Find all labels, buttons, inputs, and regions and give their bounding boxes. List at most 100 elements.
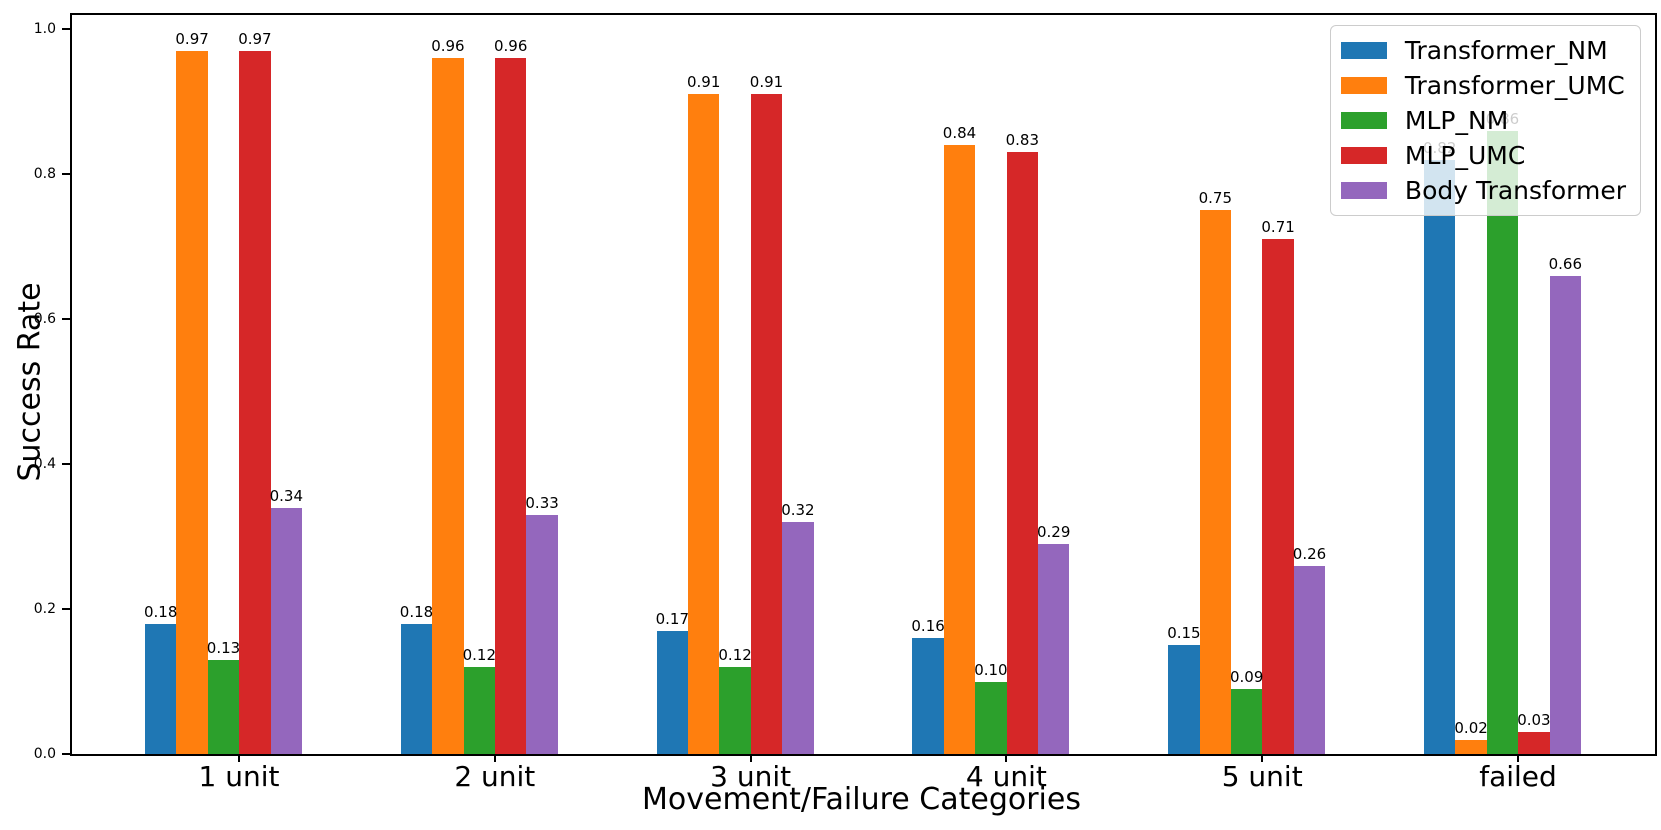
legend-item-Body-Transformer: Body Transformer bbox=[1340, 174, 1626, 207]
bar-Transformer-NM-5-unit bbox=[1168, 645, 1200, 754]
bar-value-label: 0.33 bbox=[525, 493, 559, 512]
x-tick-mark bbox=[238, 754, 240, 762]
bar-value-label: 0.32 bbox=[781, 501, 815, 519]
x-tick-mark bbox=[1261, 754, 1264, 762]
bar-Transformer-UMC-1-unit bbox=[176, 50, 208, 754]
y-tick-label: 0.0 bbox=[33, 746, 56, 762]
bar-value-label: 0.18 bbox=[399, 602, 434, 621]
plot-area: 0.0 0.2 0.4 0.6 0.8 1.0 1 unit 0.18 0.97 0.13 0.97… bbox=[34, 13, 1657, 793]
bar-value-label: 0.75 bbox=[1198, 189, 1232, 208]
x-tick-mark bbox=[749, 754, 752, 762]
bar-Transformer-NM-3-unit bbox=[656, 630, 688, 754]
bar-MLP-NM-2-unit bbox=[463, 667, 495, 754]
legend-item-MLP-NM: MLP_NM bbox=[1340, 104, 1626, 137]
bar-Body-Transformer-2-unit bbox=[526, 514, 558, 754]
x-tick-label-1-unit: 1 unit bbox=[198, 760, 280, 793]
bar-Body-Transformer-3-unit bbox=[782, 522, 814, 754]
legend-item-Transformer-UMC: Transformer_UMC bbox=[1340, 69, 1626, 102]
y-tick-mark bbox=[62, 463, 70, 465]
bar-value-label: 0.96 bbox=[493, 37, 528, 55]
bar-value-label: 0.34 bbox=[269, 486, 303, 505]
bar-Transformer-UMC-3-unit bbox=[688, 94, 720, 754]
y-tick-mark bbox=[62, 28, 70, 30]
bar-value-label: 0.97 bbox=[175, 29, 209, 48]
x-tick-label-5-unit: 5 unit bbox=[1221, 760, 1303, 793]
bar-value-label: 0.91 bbox=[749, 73, 784, 92]
y-tick-mark bbox=[62, 608, 70, 610]
y-tick-mark bbox=[62, 753, 70, 755]
bar-Transformer-NM-1-unit bbox=[145, 623, 177, 754]
y-tick-label: 0.4 bbox=[33, 456, 56, 472]
bar-MLP-UMC-3-unit bbox=[750, 94, 783, 754]
legend-item-MLP-UMC: MLP_UMC bbox=[1340, 139, 1626, 172]
legend-label: Body Transformer bbox=[1404, 176, 1626, 205]
bar-value-label: 0.16 bbox=[911, 617, 945, 635]
bar-value-label: 0.18 bbox=[143, 602, 178, 621]
x-tick-label-3-unit: 3 unit bbox=[710, 760, 792, 793]
bar-value-label: 0.10 bbox=[974, 660, 1008, 679]
bar-Transformer-NM-4-unit bbox=[912, 638, 944, 754]
y-tick-label: 1.0 bbox=[33, 21, 56, 37]
bar-value-label: 0.91 bbox=[686, 73, 721, 92]
bar-value-label: 0.02 bbox=[1454, 718, 1488, 737]
bar-value-label: 0.12 bbox=[718, 646, 752, 664]
bar-Transformer-UMC-2-unit bbox=[432, 58, 464, 754]
legend-swatch bbox=[1340, 182, 1387, 199]
legend-swatch bbox=[1340, 42, 1387, 59]
bar-Body-Transformer-5-unit bbox=[1293, 565, 1326, 754]
y-tick-mark bbox=[62, 173, 70, 175]
bar-MLP-NM-4-unit bbox=[975, 681, 1007, 754]
bar-value-label: 0.26 bbox=[1292, 544, 1327, 563]
bar-Transformer-UMC-4-unit bbox=[943, 145, 976, 754]
bar-MLP-UMC-1-unit bbox=[239, 50, 271, 754]
x-tick-mark bbox=[493, 754, 496, 762]
bar-MLP-NM-5-unit bbox=[1231, 688, 1263, 754]
bar-MLP-UMC-2-unit bbox=[495, 58, 527, 754]
legend-label: MLP_NM bbox=[1404, 106, 1509, 135]
x-axis-title: Movement/Failure Categories bbox=[642, 782, 1081, 817]
bar-MLP-NM-1-unit bbox=[207, 659, 240, 754]
x-tick-mark bbox=[1005, 754, 1008, 762]
x-tick-mark bbox=[1517, 754, 1519, 762]
bar-MLP-UMC-failed bbox=[1518, 732, 1550, 754]
bar-Transformer-UMC-5-unit bbox=[1199, 210, 1231, 754]
bar-MLP-UMC-5-unit bbox=[1262, 239, 1294, 754]
y-tick-label: 0.6 bbox=[33, 311, 56, 327]
legend-swatch bbox=[1340, 112, 1387, 129]
bar-value-label: 0.12 bbox=[462, 646, 496, 664]
bar-value-label: 0.03 bbox=[1517, 711, 1551, 730]
bar-MLP-NM-3-unit bbox=[719, 667, 751, 754]
bar-MLP-UMC-4-unit bbox=[1006, 152, 1038, 754]
bar-Transformer-NM-2-unit bbox=[400, 623, 433, 754]
legend-item-Transformer-NM: Transformer_NM bbox=[1340, 34, 1626, 67]
bar-value-label: 0.09 bbox=[1229, 667, 1264, 686]
legend: Transformer_NM Transformer_UMC MLP_NM MLP_U… bbox=[1329, 25, 1641, 216]
y-tick-mark bbox=[62, 318, 70, 320]
bar-Body-Transformer-4-unit bbox=[1038, 543, 1070, 754]
bar-value-label: 0.66 bbox=[1548, 254, 1582, 273]
x-tick-label-2-unit: 2 unit bbox=[454, 760, 536, 793]
bar-value-label: 0.97 bbox=[238, 29, 272, 48]
legend-label: Transformer_NM bbox=[1404, 36, 1608, 65]
bar-value-label: 0.84 bbox=[942, 124, 977, 142]
legend-label: Transformer_UMC bbox=[1404, 71, 1625, 100]
legend-swatch bbox=[1340, 77, 1387, 94]
legend-swatch bbox=[1340, 147, 1387, 164]
bar-value-label: 0.71 bbox=[1261, 218, 1295, 237]
bar-value-label: 0.83 bbox=[1005, 131, 1039, 150]
bar-Transformer-UMC-failed bbox=[1455, 739, 1487, 754]
x-tick-label-failed: failed bbox=[1479, 760, 1557, 793]
bar-Transformer-NM-failed bbox=[1424, 159, 1456, 754]
bar-value-label: 0.29 bbox=[1036, 522, 1071, 541]
bar-value-label: 0.15 bbox=[1167, 624, 1201, 643]
bar-Body-Transformer-failed bbox=[1549, 275, 1581, 754]
y-tick-label: 0.2 bbox=[33, 601, 56, 617]
bar-value-label: 0.17 bbox=[655, 609, 689, 628]
bar-Body-Transformer-1-unit bbox=[270, 507, 302, 754]
y-tick-label: 0.8 bbox=[33, 166, 56, 182]
legend-label: MLP_UMC bbox=[1404, 141, 1526, 170]
bar-value-label: 0.13 bbox=[206, 638, 241, 657]
bar-MLP-NM-failed bbox=[1486, 130, 1519, 754]
bar-value-label: 0.96 bbox=[431, 37, 465, 55]
